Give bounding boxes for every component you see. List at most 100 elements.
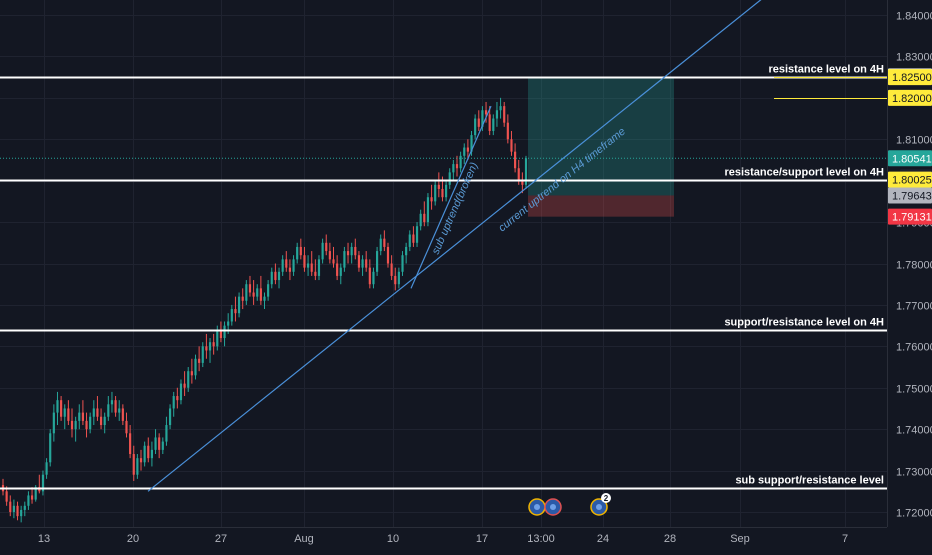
candle-down xyxy=(96,408,99,417)
x-tick-label: 24 xyxy=(597,533,609,545)
x-tick-label: 13 xyxy=(38,533,50,545)
candle-down xyxy=(390,263,393,276)
price-badge-label: 1.82000 xyxy=(892,93,932,105)
candle-down xyxy=(212,342,215,347)
level-label: sub support/resistance level xyxy=(735,475,884,487)
candle-down xyxy=(248,284,252,293)
x-tick-label: 7 xyxy=(842,533,848,545)
candle-down xyxy=(132,454,135,475)
candle-up xyxy=(256,288,259,297)
candle-down xyxy=(325,242,328,252)
candle-up xyxy=(194,358,197,376)
candle-up xyxy=(499,106,502,111)
candle-down xyxy=(484,110,488,115)
candle-up xyxy=(306,263,310,268)
candle-down xyxy=(466,147,469,152)
candle-up xyxy=(78,412,81,421)
candle-up xyxy=(350,246,353,256)
y-tick-label: 1.84000 xyxy=(896,11,932,23)
candle-up xyxy=(524,158,528,185)
level-label: resistance level on 4H xyxy=(768,64,884,76)
candle-up xyxy=(107,404,110,417)
price-badge xyxy=(888,187,932,204)
candle-down xyxy=(129,433,132,455)
candle-up xyxy=(495,110,499,119)
candle-up xyxy=(321,242,324,260)
candle-up xyxy=(426,197,430,223)
price-badge xyxy=(888,150,932,167)
candle-up xyxy=(408,234,411,247)
candle-up xyxy=(415,226,419,243)
candle-up xyxy=(34,487,37,500)
candle-down xyxy=(81,412,84,421)
y-tick-label: 1.72000 xyxy=(896,508,932,520)
event-layer: 2 xyxy=(528,493,611,516)
candle-up xyxy=(343,251,346,268)
candle-down xyxy=(234,309,237,314)
candle-down xyxy=(5,491,8,502)
candle-down xyxy=(514,151,517,169)
price-badge-label: 1.80541 xyxy=(892,153,932,165)
candle-down xyxy=(517,168,520,181)
candle-up xyxy=(459,155,462,169)
candle-up xyxy=(136,458,139,475)
candle-up xyxy=(296,246,299,260)
candle-down xyxy=(121,408,124,421)
candle-down xyxy=(521,180,524,185)
loss-zone xyxy=(528,195,674,217)
candle-up xyxy=(216,329,219,347)
candle-up xyxy=(230,309,233,322)
candle-down xyxy=(437,184,440,189)
x-tick-label: 10 xyxy=(387,533,399,545)
candle-down xyxy=(412,234,415,243)
candle-down xyxy=(299,246,302,256)
x-tick-label: 20 xyxy=(127,533,139,545)
candle-up xyxy=(223,325,226,339)
candle-down xyxy=(354,246,357,256)
y-tick-label: 1.74000 xyxy=(896,425,932,437)
candle-down xyxy=(314,271,317,276)
candle-up xyxy=(45,462,48,475)
y-tick-label: 1.77000 xyxy=(896,301,932,313)
candle-up xyxy=(379,238,382,252)
candle-up xyxy=(474,118,477,136)
candle-up xyxy=(376,251,379,272)
candle-up xyxy=(227,321,230,326)
candle-down xyxy=(336,263,339,276)
candle-up xyxy=(445,184,448,198)
candle-up xyxy=(470,135,473,152)
candle-down xyxy=(328,251,331,260)
candle-up xyxy=(317,259,321,276)
candle-down xyxy=(383,238,386,247)
candle-up xyxy=(201,346,204,363)
candle-down xyxy=(386,246,390,264)
x-tick-label: Aug xyxy=(294,533,314,545)
candle-up xyxy=(103,416,106,426)
grid-layer xyxy=(0,0,887,527)
candle-down xyxy=(368,267,371,285)
candle-down xyxy=(158,437,161,450)
price-badge-label: 1.79131 xyxy=(892,212,932,224)
candle-up xyxy=(270,271,273,285)
candle-down xyxy=(176,396,179,401)
candle-down xyxy=(506,122,509,140)
candle-up xyxy=(401,255,404,272)
main-trend-line xyxy=(147,0,762,492)
candle-up xyxy=(52,412,55,434)
candle-down xyxy=(477,118,480,127)
candle-down xyxy=(423,213,426,223)
candle-up xyxy=(41,474,45,492)
candle-down xyxy=(274,271,277,281)
candle-down xyxy=(430,197,433,202)
candle-down xyxy=(219,329,223,339)
candle-up xyxy=(89,416,92,430)
candle-up xyxy=(172,396,175,409)
candle-up xyxy=(56,400,59,413)
candle-up xyxy=(281,259,284,272)
candle-down xyxy=(288,267,292,272)
candle-down xyxy=(241,296,244,301)
candle-up xyxy=(118,408,121,413)
